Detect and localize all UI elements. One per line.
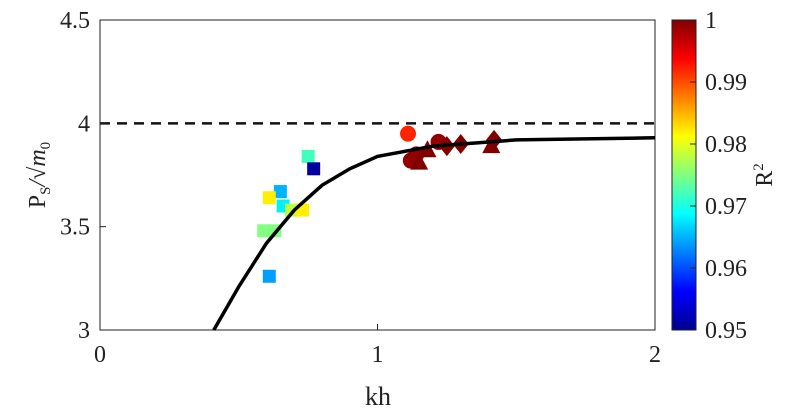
data-point-triangle	[410, 152, 429, 170]
colorbar-tick-label: 0.98	[705, 132, 747, 158]
colorbar-tick-label: 0.96	[705, 256, 747, 282]
y-tick-label: 3	[78, 318, 90, 344]
fit-curve	[212, 136, 656, 331]
data-point-circle	[400, 125, 417, 142]
data-point-square	[257, 224, 271, 238]
y-tick-label: 4	[78, 111, 90, 137]
colorbar-tick-label: 0.97	[705, 194, 747, 220]
colorbar-tick-label: 0.95	[705, 318, 747, 344]
data-point-square	[273, 185, 287, 199]
data-point-square	[284, 203, 298, 217]
data-point-square	[262, 191, 276, 205]
data-point-square	[307, 162, 321, 176]
x-tick-label: 1	[372, 342, 384, 368]
colorbar-tick-label: 1	[705, 8, 717, 34]
y-tick-label: 4.5	[60, 8, 90, 34]
y-axis-label: PS/√m0	[25, 142, 54, 208]
colorbar-tick-label: 0.99	[705, 70, 747, 96]
data-point-square	[301, 149, 315, 163]
y-tick-label: 3.5	[60, 215, 90, 241]
plot-area	[99, 19, 656, 331]
x-tick-label: 0	[94, 342, 106, 368]
data-point-square	[262, 269, 276, 283]
x-tick-label: 2	[649, 342, 661, 368]
colorbar-label: R2	[751, 163, 778, 187]
x-axis-label: kh	[365, 382, 391, 411]
colorbar	[671, 19, 697, 331]
